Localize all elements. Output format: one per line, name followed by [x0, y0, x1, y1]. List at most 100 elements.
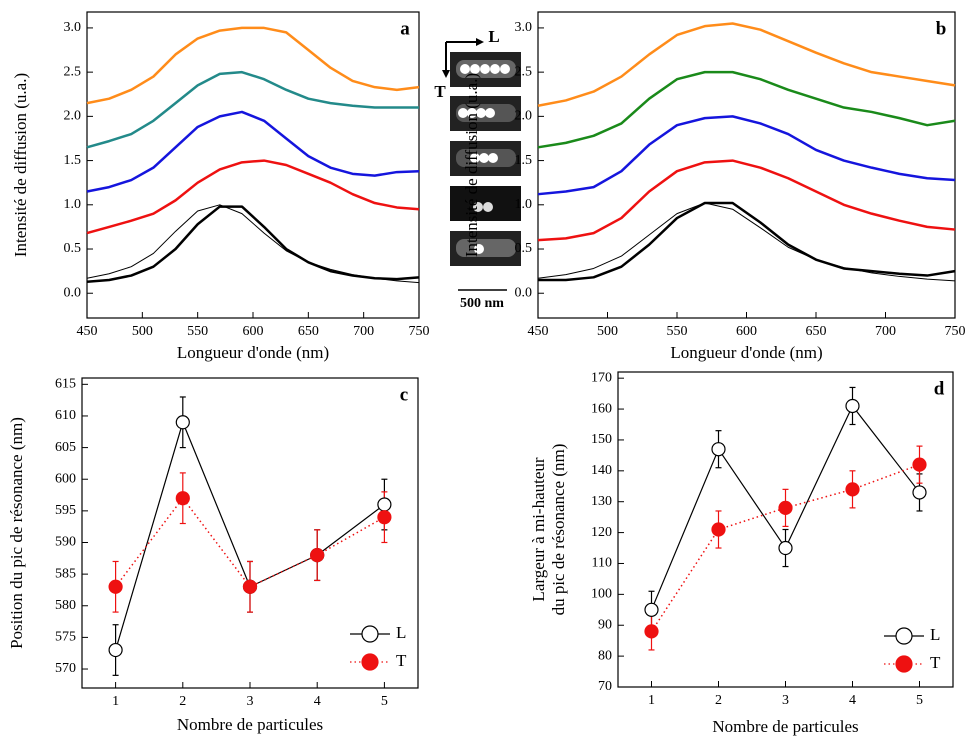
y-axis-label: Largeur à mi-hauteur	[529, 457, 548, 601]
x-tick-label: 450	[77, 324, 98, 339]
panel: 1 2 3 4 5 570 575 580 585 590 595 600 605 610 615 c Nomb…	[7, 377, 419, 734]
x-tick-label: 4	[314, 694, 321, 709]
legend-entry: T	[884, 653, 941, 673]
x-tick-label: 450	[528, 324, 549, 339]
y-tick-label: 130	[591, 494, 612, 509]
y-tick-label: 0.5	[64, 241, 82, 256]
axis-letter: L	[488, 27, 499, 46]
marker	[310, 548, 325, 563]
marker	[377, 510, 392, 525]
x-tick-label: 3	[247, 694, 254, 709]
panel: 450 500 550 600 650 700 750 0.0 0.5 1.0 1.5 2.0 2.5 3…	[462, 11, 966, 362]
legend-label: T	[396, 651, 407, 670]
x-axis-label: Nombre de particules	[177, 715, 323, 734]
x-tick-label: 550	[667, 324, 688, 339]
marker	[242, 579, 258, 594]
fit-line	[537, 202, 956, 282]
marker	[108, 642, 123, 658]
y-axis-label: du pic de résonance (nm)	[549, 444, 568, 616]
x-tick-label: 750	[409, 324, 430, 339]
x-tick-label: 2	[715, 693, 722, 708]
y-tick-label: 3.0	[64, 20, 82, 35]
spectrum-line	[86, 110, 420, 193]
x-axis-label: Nombre de particules	[712, 717, 858, 736]
y-tick-label: 1.0	[515, 197, 533, 212]
panel-letter: b	[936, 18, 947, 39]
x-tick-label: 700	[875, 324, 896, 339]
y-tick-label: 575	[55, 630, 76, 645]
y-tick-label: 615	[55, 377, 76, 392]
x-axis-label: Longueur d'onde (nm)	[670, 343, 822, 362]
micrographs	[450, 52, 521, 266]
marker	[108, 579, 123, 594]
y-tick-label: 595	[55, 503, 76, 518]
x-tick-label: 650	[806, 324, 827, 339]
y-tick-label: 590	[55, 535, 76, 550]
y-tick-label: 170	[591, 370, 612, 385]
y-tick-label: 2.5	[64, 64, 82, 79]
legend-entry: L	[884, 625, 940, 645]
y-tick-label: 120	[591, 525, 612, 540]
marker	[845, 482, 860, 497]
axis-letter: T	[434, 82, 446, 101]
x-tick-label: 5	[916, 693, 923, 708]
x-axis-label: Longueur d'onde (nm)	[177, 343, 329, 362]
fit-line	[86, 204, 420, 284]
y-tick-label: 90	[598, 617, 612, 632]
marker	[912, 457, 927, 472]
panel: 1 2 3 4 5 70 80 90 100 110 120 130 140 150 160 170 d Nomb…	[529, 370, 954, 736]
legend-entry: T	[350, 651, 407, 671]
arrow-head	[442, 70, 450, 78]
x-tick-label: 750	[945, 324, 966, 339]
marker	[845, 398, 860, 414]
y-tick-label: 3.0	[515, 20, 533, 35]
marker	[778, 500, 793, 515]
y-axis-label: Position du pic de résonance (nm)	[7, 417, 26, 649]
spectrum-line	[537, 22, 956, 107]
x-tick-label: 3	[782, 693, 789, 708]
spectrum-line	[537, 115, 956, 196]
x-tick-label: 4	[849, 693, 856, 708]
marker	[644, 624, 659, 639]
legend-label: L	[930, 625, 940, 644]
x-tick-label: 2	[179, 694, 186, 709]
y-tick-label: 1.5	[515, 153, 533, 168]
marker	[711, 522, 726, 537]
spectrum-line	[86, 159, 420, 235]
y-tick-label: 600	[55, 471, 76, 486]
y-tick-label: 1.5	[64, 153, 82, 168]
legend-marker	[361, 653, 379, 671]
y-tick-label: 0.0	[64, 285, 82, 300]
x-tick-label: 1	[648, 693, 655, 708]
marker	[377, 497, 392, 512]
y-tick-label: 100	[591, 587, 612, 602]
legend-marker	[895, 627, 913, 645]
y-tick-label: 610	[55, 408, 76, 423]
x-tick-label: 600	[736, 324, 757, 339]
y-axis-label: Intensité de diffusion (u.a.)	[11, 73, 30, 257]
y-tick-label: 140	[591, 463, 612, 478]
x-tick-label: 550	[187, 324, 208, 339]
y-tick-label: 70	[598, 679, 612, 694]
y-tick-label: 150	[591, 432, 612, 447]
marker	[175, 491, 190, 506]
x-tick-label: 1	[112, 694, 119, 709]
spectrum-line	[86, 26, 420, 105]
x-tick-label: 5	[381, 694, 388, 709]
arrow-head	[476, 38, 484, 46]
y-tick-label: 0.5	[515, 241, 533, 256]
y-tick-label: 570	[55, 661, 76, 676]
y-tick-label: 2.0	[515, 109, 533, 124]
panel: 450 500 550 600 650 700 750 0.0 0.5 1.0 1.5 2.0 2.5 3…	[11, 11, 430, 362]
x-tick-label: 700	[353, 324, 374, 339]
legend-marker	[361, 625, 379, 643]
spectrum-line	[537, 70, 956, 149]
inset: L T 500 nm	[434, 27, 521, 311]
legend-label: L	[396, 623, 406, 642]
marker	[711, 442, 726, 457]
spectrum-line	[537, 159, 956, 242]
y-tick-label: 1.0	[64, 197, 82, 212]
series-line	[115, 421, 385, 651]
x-tick-label: 600	[243, 324, 264, 339]
